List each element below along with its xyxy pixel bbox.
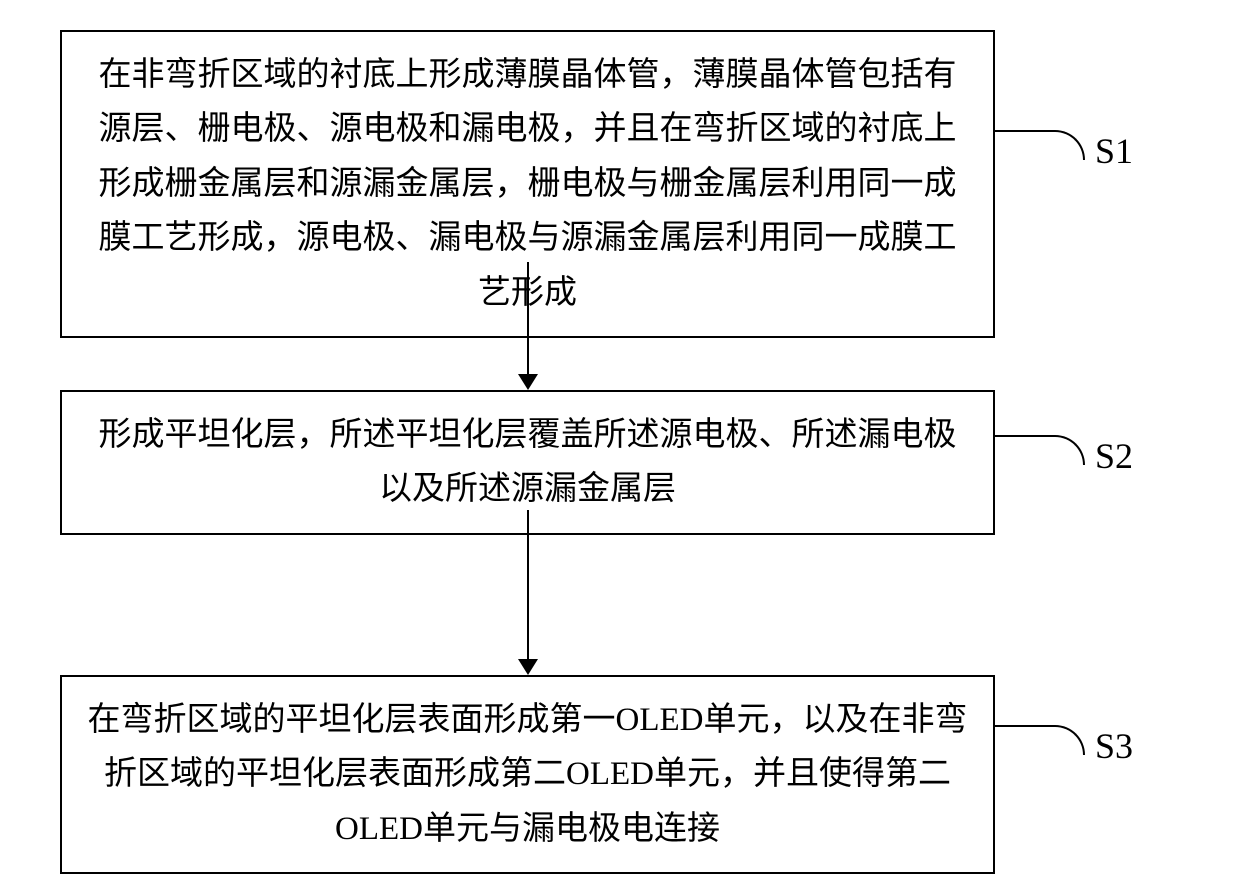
label-connector-s1 [995, 130, 1085, 160]
flow-box-s3-text: 在弯折区域的平坦化层表面形成第一OLED单元，以及在非弯折区域的平坦化层表面形成… [86, 693, 969, 856]
label-connector-s3 [995, 725, 1085, 755]
arrow-head-1 [518, 374, 538, 390]
flow-box-s2-text: 形成平坦化层，所述平坦化层覆盖所述源电极、所述漏电极以及所述源漏金属层 [86, 408, 969, 517]
label-s2: S2 [1095, 435, 1133, 477]
arrow-line-2 [527, 510, 529, 660]
arrow-head-2 [518, 659, 538, 675]
label-s1: S1 [1095, 130, 1133, 172]
arrow-s2-to-s3 [60, 510, 995, 675]
label-connector-s2 [995, 435, 1085, 465]
flow-box-s3: 在弯折区域的平坦化层表面形成第一OLED单元，以及在非弯折区域的平坦化层表面形成… [60, 675, 995, 874]
label-s3: S3 [1095, 725, 1133, 767]
arrow-line-1 [527, 262, 529, 377]
arrow-s1-to-s2 [60, 262, 995, 390]
